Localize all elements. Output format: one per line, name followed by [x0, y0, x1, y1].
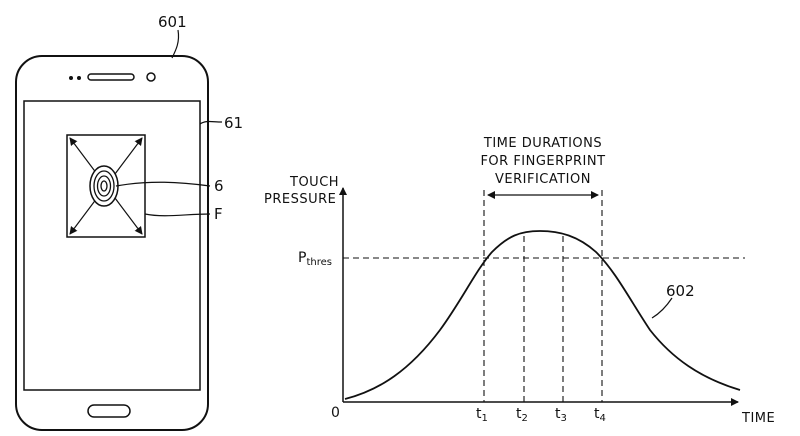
ref-label-61: 61: [224, 114, 243, 132]
duration-label-line2: FOR FINGERPRINT: [480, 154, 605, 169]
duration-label-line1: TIME DURATIONS: [483, 136, 602, 151]
pressure-graph: TOUCH PRESSURE TIME 0 Pthres TIME DURATI…: [264, 136, 775, 426]
fingerprint-area: [66, 134, 146, 238]
duration-label-line3: VERIFICATION: [495, 172, 591, 187]
leader-602: [651, 297, 673, 319]
phone-camera-dot-1: [69, 76, 73, 80]
phone-camera-dot-2: [77, 76, 81, 80]
phone-speaker: [87, 73, 135, 81]
leader-f: [144, 213, 211, 217]
y-axis-label-line1: TOUCH: [289, 175, 339, 190]
origin-label: 0: [331, 405, 340, 421]
leader-6: [115, 181, 211, 187]
tick-label-t1: t1: [476, 406, 488, 424]
leader-61: [199, 120, 223, 125]
curve-ref-label: 602: [666, 282, 695, 300]
x-axis-label: TIME: [741, 411, 775, 426]
threshold-label: Pthres: [298, 250, 332, 268]
leader-601: [171, 29, 180, 59]
phone-body: [15, 55, 209, 431]
fingerprint-icon: [89, 165, 119, 207]
pressure-curve: [344, 230, 741, 400]
tick-label-t3: t3: [555, 406, 567, 424]
phone-display: [23, 100, 201, 391]
phone-front-camera: [146, 72, 156, 82]
ref-label-f: F: [214, 205, 223, 223]
ref-label-601: 601: [158, 13, 187, 31]
phone-home-button: [87, 404, 131, 418]
ref-label-6: 6: [214, 177, 224, 195]
phone-device: 601 61 6 F: [15, 13, 243, 431]
y-axis-label-line2: PRESSURE: [264, 192, 336, 207]
tick-label-t2: t2: [516, 406, 528, 424]
tick-label-t4: t4: [594, 406, 606, 424]
